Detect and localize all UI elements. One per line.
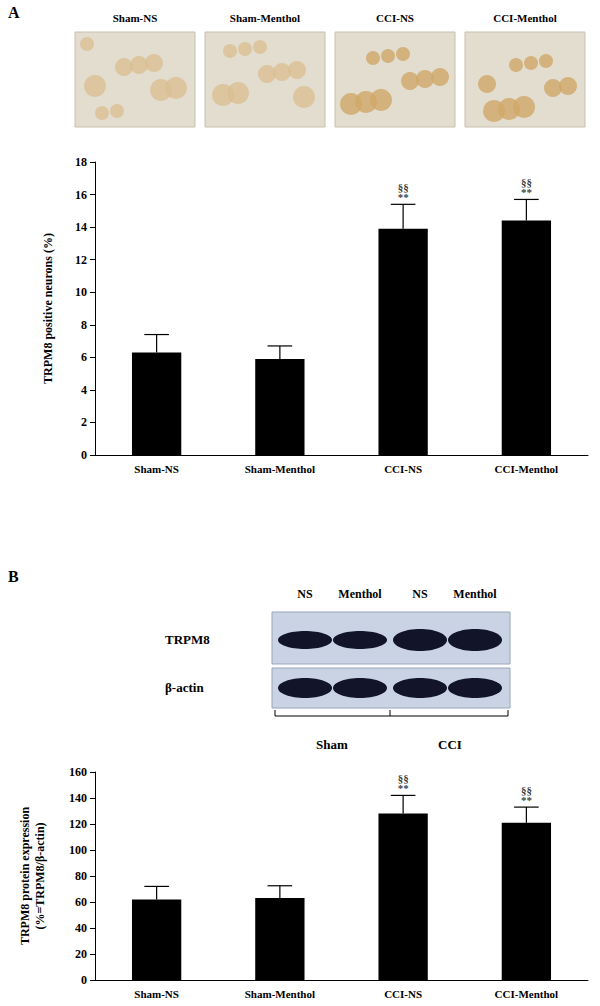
- svg-text:**: **: [398, 782, 410, 794]
- svg-text:TRPM8 protein expression: TRPM8 protein expression: [18, 807, 32, 946]
- svg-text:NS: NS: [297, 587, 313, 601]
- svg-text:Sham: Sham: [316, 737, 348, 752]
- svg-text:Menthol: Menthol: [338, 587, 382, 601]
- svg-text:CCI-Menthol: CCI-Menthol: [493, 12, 557, 24]
- svg-text:Sham-NS: Sham-NS: [134, 988, 179, 1000]
- svg-text:CCI: CCI: [438, 737, 462, 752]
- svg-text:Sham-Menthol: Sham-Menthol: [245, 988, 315, 1000]
- svg-text:12: 12: [75, 253, 87, 267]
- svg-text:40: 40: [75, 921, 87, 935]
- svg-text:100: 100: [69, 843, 87, 857]
- svg-text:120: 120: [69, 817, 87, 831]
- svg-text:Sham-NS: Sham-NS: [134, 463, 179, 475]
- svg-text:14: 14: [75, 220, 87, 234]
- svg-text:2: 2: [81, 415, 87, 429]
- svg-text:B: B: [8, 568, 19, 585]
- svg-text:CCI-NS: CCI-NS: [384, 463, 422, 475]
- svg-text:Sham-Menthol: Sham-Menthol: [245, 463, 315, 475]
- svg-text:10: 10: [75, 285, 87, 299]
- svg-text:Sham-Menthol: Sham-Menthol: [230, 12, 300, 24]
- svg-text:CCI-NS: CCI-NS: [384, 988, 422, 1000]
- svg-text:0: 0: [81, 973, 87, 987]
- svg-text:TRPM8: TRPM8: [165, 632, 210, 647]
- svg-text:6: 6: [81, 350, 87, 364]
- svg-text:TRPM8 positive neurons (%): TRPM8 positive neurons (%): [41, 233, 55, 384]
- svg-text:Sham-NS: Sham-NS: [113, 12, 158, 24]
- svg-text:160: 160: [69, 765, 87, 779]
- svg-text:**: **: [521, 186, 533, 198]
- svg-text:CCI-Menthol: CCI-Menthol: [495, 988, 559, 1000]
- svg-text:Menthol: Menthol: [453, 587, 497, 601]
- svg-text:A: A: [8, 4, 20, 21]
- svg-text:0: 0: [81, 448, 87, 462]
- svg-text:**: **: [398, 191, 410, 203]
- svg-text:80: 80: [75, 869, 87, 883]
- svg-text:NS: NS: [412, 587, 428, 601]
- svg-text:CCI-NS: CCI-NS: [376, 12, 414, 24]
- svg-text:20: 20: [75, 947, 87, 961]
- svg-text:16: 16: [75, 188, 87, 202]
- svg-text:8: 8: [81, 318, 87, 332]
- svg-text:CCI-Menthol: CCI-Menthol: [495, 463, 559, 475]
- svg-text:140: 140: [69, 791, 87, 805]
- svg-text:**: **: [521, 794, 533, 806]
- svg-text:60: 60: [75, 895, 87, 909]
- svg-text:18: 18: [75, 155, 87, 169]
- svg-text:(%=TRPM8/β-actin): (%=TRPM8/β-actin): [33, 822, 47, 929]
- svg-text:β-actin: β-actin: [165, 680, 204, 695]
- svg-text:4: 4: [81, 383, 87, 397]
